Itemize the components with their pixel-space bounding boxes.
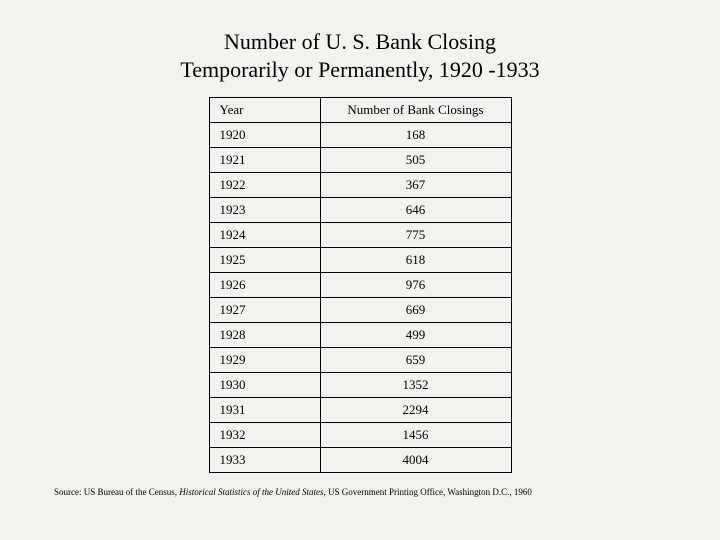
cell-year: 1932: [209, 423, 320, 448]
page-title: Number of U. S. Bank Closing Temporarily…: [80, 28, 640, 83]
table-row: 1927669: [209, 298, 511, 323]
col-header-year: Year: [209, 98, 320, 123]
table-row: 1929659: [209, 348, 511, 373]
cell-closings: 1352: [320, 373, 511, 398]
table-row: 19334004: [209, 448, 511, 473]
cell-year: 1921: [209, 148, 320, 173]
cell-year: 1924: [209, 223, 320, 248]
cell-closings: 168: [320, 123, 511, 148]
table-row: 19321456: [209, 423, 511, 448]
table-row: 1920168: [209, 123, 511, 148]
cell-closings: 2294: [320, 398, 511, 423]
table-row: 19312294: [209, 398, 511, 423]
cell-closings: 669: [320, 298, 511, 323]
cell-year: 1923: [209, 198, 320, 223]
table-row: 1922367: [209, 173, 511, 198]
table-row: 1925618: [209, 248, 511, 273]
cell-closings: 367: [320, 173, 511, 198]
cell-year: 1928: [209, 323, 320, 348]
cell-closings: 775: [320, 223, 511, 248]
source-prefix: Source: US Bureau of the Census,: [54, 487, 179, 497]
table-row: 1923646: [209, 198, 511, 223]
cell-year: 1931: [209, 398, 320, 423]
title-line-1: Number of U. S. Bank Closing: [224, 29, 496, 54]
cell-year: 1929: [209, 348, 320, 373]
source-italic: Historical Statistics of the United Stat…: [179, 487, 323, 497]
cell-closings: 499: [320, 323, 511, 348]
table-body: 1920168192150519223671923646192477519256…: [209, 123, 511, 473]
cell-closings: 976: [320, 273, 511, 298]
cell-year: 1926: [209, 273, 320, 298]
cell-year: 1920: [209, 123, 320, 148]
source-citation: Source: US Bureau of the Census, Histori…: [0, 487, 720, 497]
title-line-2: Temporarily or Permanently, 1920 -1933: [180, 57, 539, 82]
table-header-row: Year Number of Bank Closings: [209, 98, 511, 123]
cell-year: 1933: [209, 448, 320, 473]
cell-closings: 505: [320, 148, 511, 173]
table-row: 1926976: [209, 273, 511, 298]
col-header-closings: Number of Bank Closings: [320, 98, 511, 123]
table-row: 19301352: [209, 373, 511, 398]
slide: Number of U. S. Bank Closing Temporarily…: [0, 0, 720, 540]
table-row: 1924775: [209, 223, 511, 248]
cell-closings: 1456: [320, 423, 511, 448]
cell-year: 1930: [209, 373, 320, 398]
cell-closings: 659: [320, 348, 511, 373]
source-suffix: , US Government Printing Office, Washing…: [323, 487, 531, 497]
cell-closings: 4004: [320, 448, 511, 473]
bank-closings-table: Year Number of Bank Closings 19201681921…: [209, 97, 512, 473]
cell-year: 1927: [209, 298, 320, 323]
cell-closings: 646: [320, 198, 511, 223]
table-row: 1928499: [209, 323, 511, 348]
cell-closings: 618: [320, 248, 511, 273]
cell-year: 1925: [209, 248, 320, 273]
cell-year: 1922: [209, 173, 320, 198]
table-row: 1921505: [209, 148, 511, 173]
